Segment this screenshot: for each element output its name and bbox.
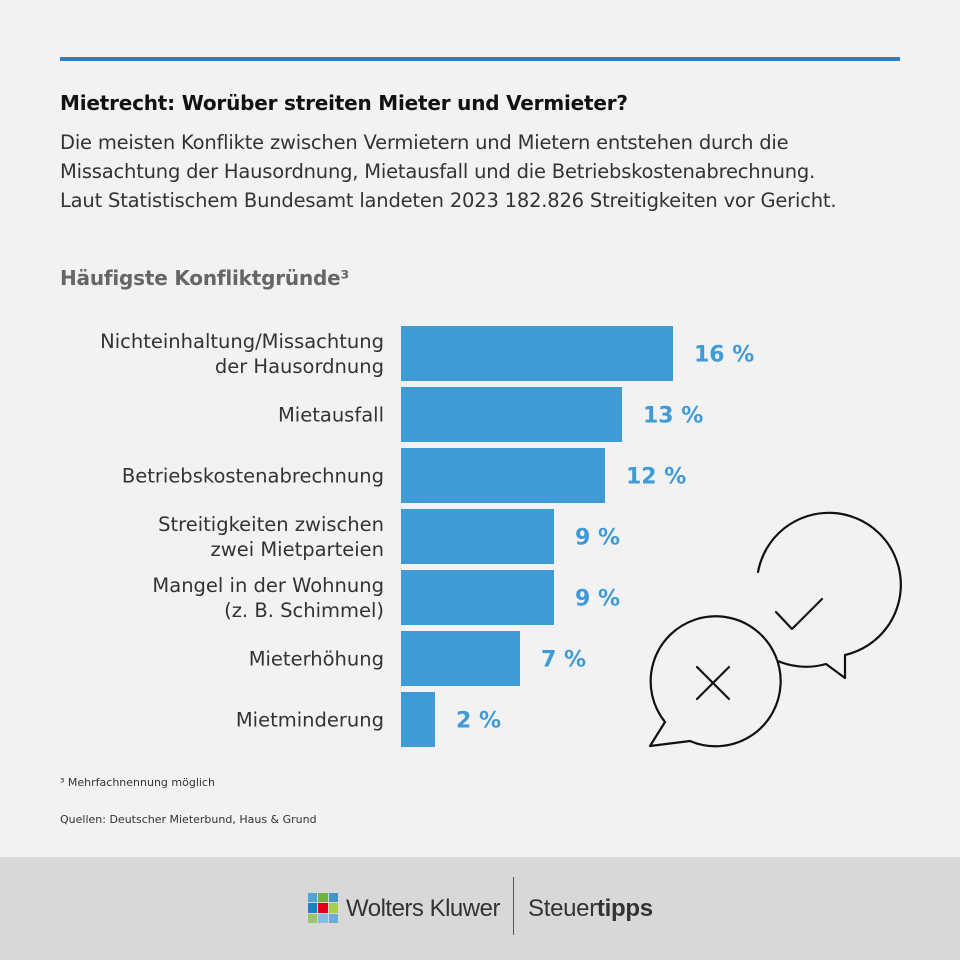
check-bubble-icon — [756, 511, 902, 680]
bar-chart: 16 % Nichteinhaltung/Missachtung der Hauso… — [100, 326, 754, 747]
wolters-kluwer-logo-icon — [308, 893, 338, 923]
bar-6 — [401, 631, 520, 686]
sources-note: Quellen: Deutscher Mieterbund, Haus & Gr… — [60, 813, 317, 826]
value-label-5: 9 % — [575, 587, 620, 612]
value-label-6: 7 % — [541, 648, 586, 673]
category-label-line: Betriebskostenabrechnung — [122, 465, 384, 488]
product-name-regular: Steuer — [528, 895, 597, 922]
bar-5 — [401, 570, 554, 625]
product-name-bold: tipps — [596, 895, 653, 922]
bar-7 — [401, 692, 435, 747]
value-label-1: 16 % — [694, 343, 754, 368]
intro-line-3: Laut Statistischem Bundesamt landeten 20… — [60, 189, 837, 212]
speech-bubbles-illustration — [648, 511, 902, 748]
category-label-line: Mietminderung — [236, 709, 384, 732]
category-label-line: zwei Mietparteien — [211, 538, 384, 561]
page-title: Mietrecht: Worüber streiten Mieter und V… — [60, 91, 628, 115]
value-label-4: 9 % — [575, 526, 620, 551]
category-label-4: Streitigkeiten zwischen zwei Mietparteien — [158, 513, 384, 561]
bar-3 — [401, 448, 605, 503]
category-label-line: Nichteinhaltung/Missachtung — [100, 330, 384, 353]
category-label-5: Mangel in der Wohnung (z. B. Schimmel) — [152, 574, 384, 622]
category-label-line: Mangel in der Wohnung — [152, 574, 384, 597]
x-bubble-icon — [648, 615, 782, 748]
brand-name: Wolters Kluwer — [346, 895, 500, 922]
category-label-line: Mieterhöhung — [249, 648, 384, 671]
bar-1 — [401, 326, 673, 381]
product-name: Steuertipps — [528, 895, 653, 923]
category-label-line: Streitigkeiten zwischen — [158, 513, 384, 536]
category-label-2: Mietausfall — [278, 404, 384, 427]
footer-divider — [513, 877, 514, 935]
top-accent-rule — [60, 57, 900, 61]
category-label-line: der Hausordnung — [215, 355, 384, 378]
value-label-7: 2 % — [456, 709, 501, 734]
category-label-line: (z. B. Schimmel) — [224, 599, 384, 622]
bar-4 — [401, 509, 554, 564]
footer-band — [0, 857, 960, 960]
value-label-3: 12 % — [626, 465, 686, 490]
intro-line-1: Die meisten Konflikte zwischen Vermieter… — [60, 131, 789, 154]
intro-line-2: Missachtung der Hausordnung, Mietausfall… — [60, 160, 816, 183]
intro-text: Die meisten Konflikte zwischen Vermieter… — [60, 128, 910, 215]
category-label-line: Mietausfall — [278, 404, 384, 427]
footnote: ³ Mehrfachnennung möglich — [60, 776, 215, 789]
category-label-3: Betriebskostenabrechnung — [122, 465, 384, 488]
bar-2 — [401, 387, 622, 442]
value-label-2: 13 % — [643, 404, 703, 429]
chart-title: Häufigste Konfliktgründe³ — [60, 266, 350, 290]
category-label-7: Mietminderung — [236, 709, 384, 732]
category-label-1: Nichteinhaltung/Missachtung der Hausordnu… — [100, 330, 384, 378]
category-label-6: Mieterhöhung — [249, 648, 384, 671]
